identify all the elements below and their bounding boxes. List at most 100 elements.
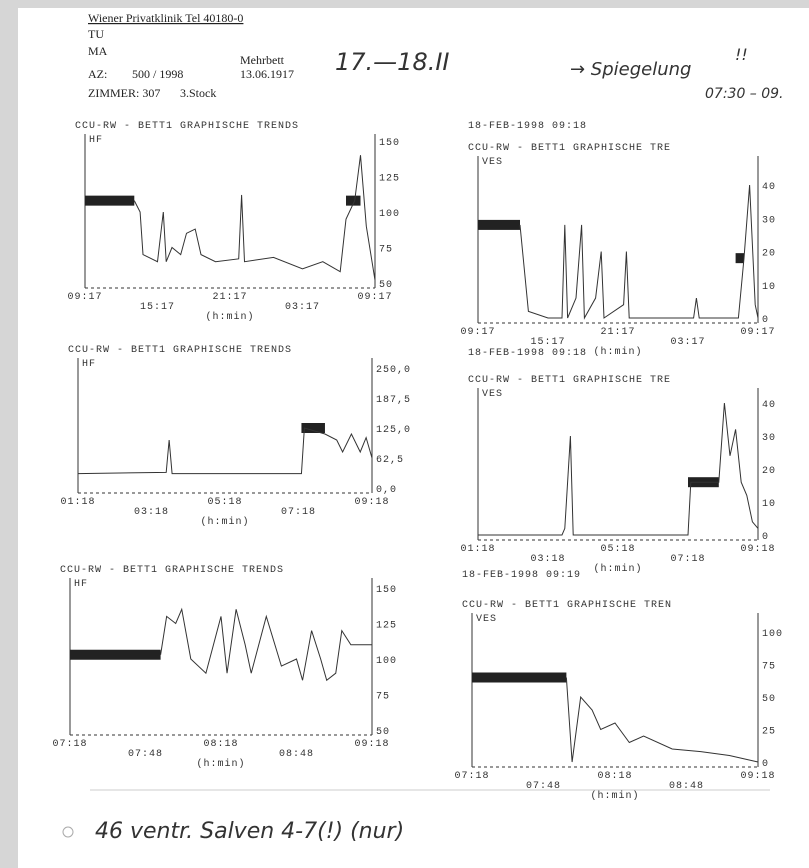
floor: 3.Stock [180, 86, 216, 100]
y-tick-label: 250,0 [376, 365, 411, 376]
panel-date: 18-FEB-1998 09:19 [462, 570, 581, 581]
x-tick-label: 03:18 [134, 507, 169, 518]
x-tick-label: 08:48 [279, 749, 314, 760]
param-label: VES [476, 614, 497, 625]
handwritten-time: 07:30 – 09. [705, 86, 784, 102]
trace-band [478, 220, 520, 230]
panel-date: 18-FEB-1998 09:18 [468, 121, 587, 132]
x-tick-label: 05:18 [207, 497, 242, 508]
y-tick-label: 0 [762, 315, 769, 326]
birth: 13.06.1917 [240, 67, 294, 81]
x-tick-label: 15:17 [530, 337, 565, 348]
x-unit: (h:min) [200, 516, 249, 528]
y-tick-label: 100 [762, 629, 783, 640]
x-tick-label: 09:17 [357, 292, 392, 303]
y-tick-label: 125,0 [376, 425, 411, 436]
y-tick-label: 20 [762, 249, 776, 260]
x-tick-label: 08:18 [203, 739, 238, 750]
room: ZIMMER: 307 [88, 86, 160, 100]
az-label: AZ: [88, 67, 107, 81]
y-tick-label: 20 [762, 466, 776, 477]
trace-band [85, 196, 134, 206]
paper [18, 8, 809, 868]
y-tick-label: 50 [762, 694, 776, 705]
y-tick-label: 100 [376, 656, 397, 667]
x-tick-label: 07:18 [454, 771, 489, 782]
trace-band [472, 673, 566, 683]
y-tick-label: 62,5 [376, 455, 404, 466]
x-tick-label: 07:48 [128, 749, 163, 760]
y-tick-label: 50 [379, 280, 393, 291]
y-tick-label: 25 [762, 727, 776, 738]
x-unit: (h:min) [205, 311, 254, 323]
y-tick-label: 75 [379, 245, 393, 256]
y-tick-label: 75 [376, 692, 390, 703]
bed: Mehrbett [240, 53, 285, 67]
y-tick-label: 10 [762, 499, 776, 510]
az-value: 500 / 1998 [132, 67, 183, 81]
panel-title: CCU-RW - BETT1 GRAPHISCHE TRE [468, 375, 671, 386]
x-tick-label: 07:18 [52, 739, 87, 750]
y-tick-label: 40 [762, 400, 776, 411]
param-label: HF [82, 359, 96, 370]
x-tick-label: 09:17 [67, 292, 102, 303]
y-tick-label: 100 [379, 209, 400, 220]
page: Wiener Privatklinik Tel 40180-0 TU MA Me… [0, 0, 809, 868]
y-tick-label: 0 [762, 532, 769, 543]
header-line: TU [88, 27, 104, 41]
param-label: VES [482, 157, 503, 168]
x-tick-label: 09:18 [740, 544, 775, 555]
y-tick-label: 10 [762, 282, 776, 293]
panel-title: CCU-RW - BETT1 GRAPHISCHE TREN [462, 600, 672, 611]
x-tick-label: 09:17 [460, 327, 495, 338]
x-tick-label: 08:18 [597, 771, 632, 782]
panel-title: CCU-RW - BETT1 GRAPHISCHE TRENDS [75, 121, 299, 132]
y-tick-label: 40 [762, 182, 776, 193]
param-label: VES [482, 389, 503, 400]
y-tick-label: 150 [379, 138, 400, 149]
y-tick-label: 125 [379, 174, 400, 185]
trace-band [736, 253, 744, 263]
x-unit: (h:min) [196, 758, 245, 770]
y-tick-label: 50 [376, 727, 390, 738]
x-tick-label: 15:17 [140, 302, 175, 313]
x-tick-label: 07:18 [281, 507, 316, 518]
y-tick-label: 30 [762, 433, 776, 444]
panel-title: CCU-RW - BETT1 GRAPHISCHE TRENDS [60, 565, 284, 576]
handwritten-note: → Spiegelung [570, 59, 691, 80]
y-tick-label: 75 [762, 662, 776, 673]
y-tick-label: 187,5 [376, 395, 411, 406]
panel-title: CCU-RW - BETT1 GRAPHISCHE TRENDS [68, 345, 292, 356]
x-tick-label: 09:17 [740, 327, 775, 338]
trace-band [70, 650, 161, 660]
y-tick-label: 150 [376, 585, 397, 596]
x-tick-label: 03:18 [530, 554, 565, 565]
x-tick-label: 05:18 [600, 544, 635, 555]
x-tick-label: 08:48 [669, 781, 704, 792]
handwritten-marks: !! [735, 45, 748, 64]
panel-title: CCU-RW - BETT1 GRAPHISCHE TRE [468, 143, 671, 154]
x-unit: (h:min) [593, 346, 642, 358]
clinic: Wiener Privatklinik Tel 40180-0 [88, 11, 243, 25]
y-tick-label: 125 [376, 621, 397, 632]
x-tick-label: 07:48 [526, 781, 561, 792]
x-tick-label: 09:18 [740, 771, 775, 782]
header-line: MA [88, 44, 108, 58]
y-tick-label: 0,0 [376, 485, 397, 496]
handwritten-bottom: 46 ventr. Salven 4-7(!) (nur) [95, 819, 404, 844]
x-tick-label: 07:18 [670, 554, 705, 565]
handwritten-dates: 17.—18.II [335, 48, 450, 76]
x-tick-label: 21:17 [212, 292, 247, 303]
y-tick-label: 0 [762, 759, 769, 770]
param-label: HF [89, 135, 103, 146]
panel-date: 18-FEB-1998 09:18 [468, 348, 587, 359]
x-tick-label: 21:17 [600, 327, 635, 338]
x-tick-label: 01:18 [460, 544, 495, 555]
param-label: HF [74, 579, 88, 590]
x-tick-label: 03:17 [670, 337, 705, 348]
y-tick-label: 30 [762, 215, 776, 226]
x-unit: (h:min) [593, 563, 642, 575]
x-unit: (h:min) [590, 790, 639, 802]
x-tick-label: 09:18 [354, 739, 389, 750]
x-tick-label: 03:17 [285, 302, 320, 313]
